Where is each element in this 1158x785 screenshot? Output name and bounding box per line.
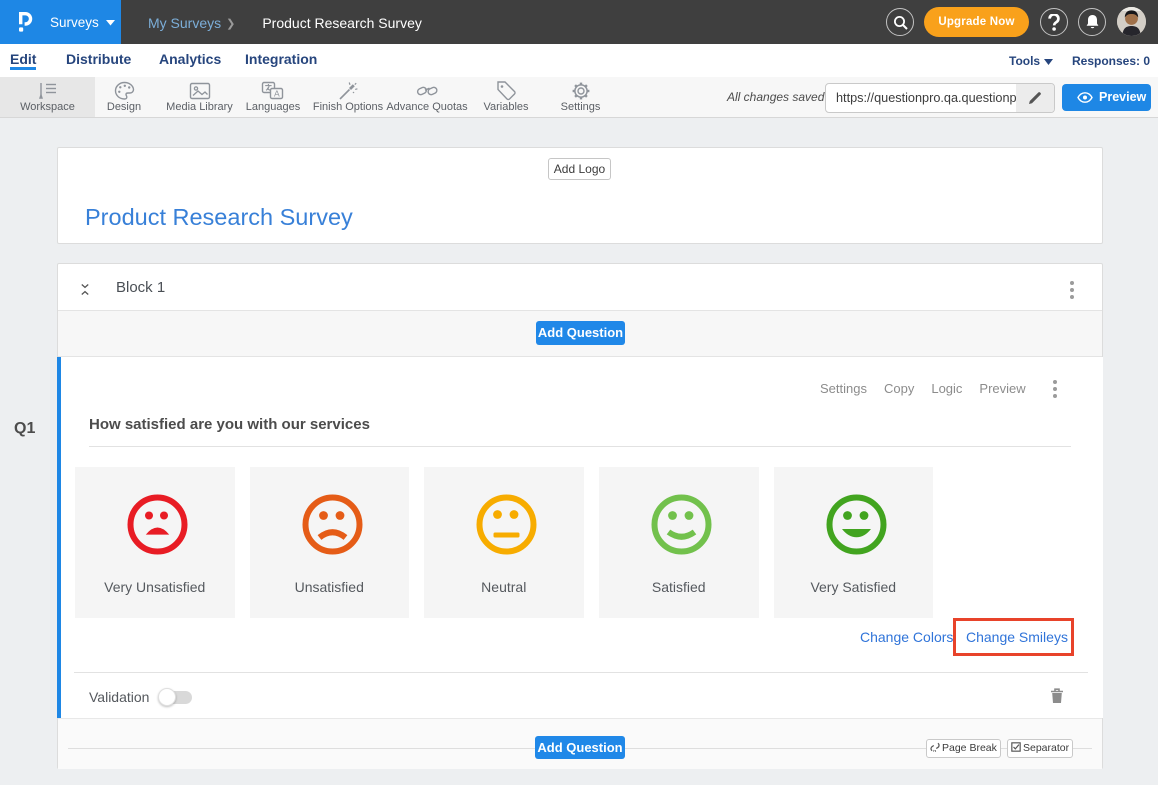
svg-text:A: A — [274, 89, 280, 99]
